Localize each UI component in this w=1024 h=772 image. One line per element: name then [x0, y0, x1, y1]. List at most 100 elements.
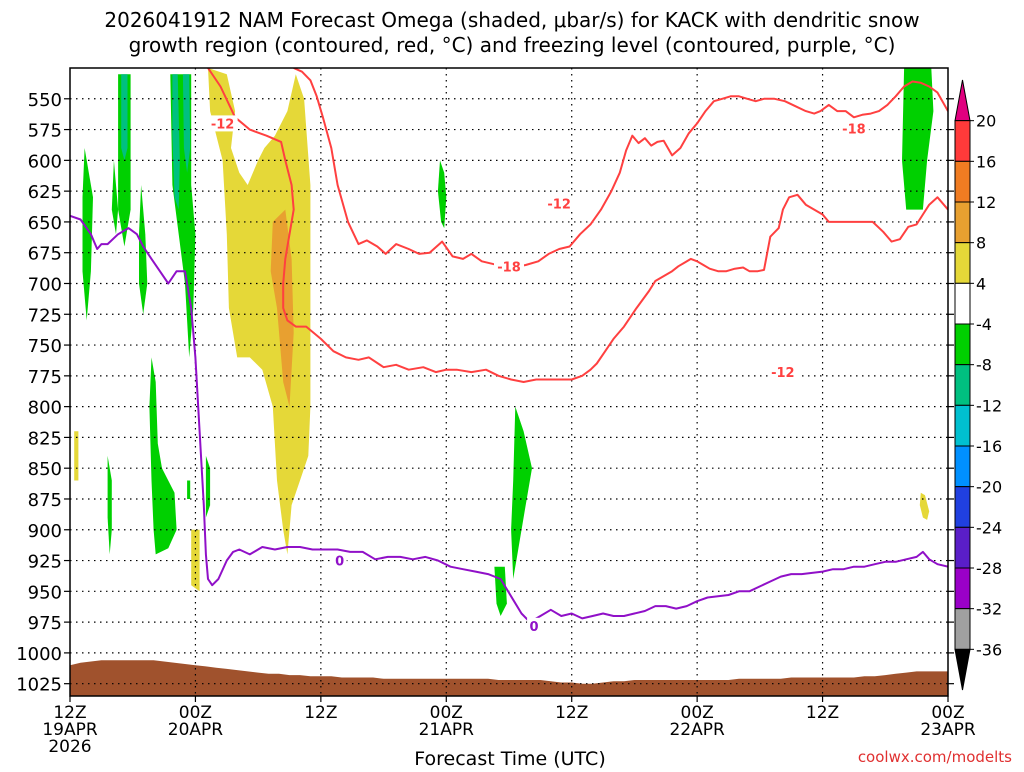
x-tick-hour-36: 00Z	[430, 703, 463, 723]
plot-area: -12 -12 -12 -18 -18 0 0 550 575 600 625 650 675 700 72…	[16, 67, 976, 757]
colorbar-label-3: 8	[976, 234, 986, 253]
x-tick-hour-60: 00Z	[681, 703, 714, 723]
chart-title-line-1: 2026041912 NAM Forecast Omega (shaded, μ…	[104, 8, 919, 32]
omega-shade-region-4	[139, 185, 148, 315]
colorbar-label-6: -8	[976, 356, 992, 375]
x-tick-hour-72: 12Z	[806, 703, 839, 723]
colorbar-band-5	[954, 282, 971, 325]
y-tick-label-1025: 1025	[16, 675, 62, 696]
contour-label-0-0: -12	[211, 117, 235, 132]
y-tick-label-875: 875	[28, 490, 62, 511]
omega-shade-region-2	[82, 148, 93, 321]
colorbar-label-7: -12	[976, 396, 1002, 415]
omega-shade-region-6	[172, 74, 180, 210]
colorbar-band-2	[954, 160, 971, 203]
colorbar-band-12	[954, 567, 971, 610]
omega-shade-region-8	[149, 357, 177, 555]
colorbar-band-10	[954, 486, 971, 528]
y-tick-label-975: 975	[28, 613, 62, 634]
colorbar-band-9	[954, 445, 971, 488]
y-tick-label-950: 950	[28, 582, 62, 603]
colorbar-band-3	[954, 201, 971, 244]
y-tick-label-925: 925	[28, 552, 62, 573]
chart-title-line-2: growth region (contoured, red, °C) and f…	[129, 33, 896, 57]
y-tick-label-550: 550	[28, 90, 62, 111]
y-tick-label-625: 625	[28, 182, 62, 203]
contour-label-bg-1-1	[838, 120, 869, 137]
x-tick-hour-12: 00Z	[179, 703, 212, 723]
x-tick-hour-0: 12Z	[53, 703, 86, 723]
omega-shade-region-3	[111, 160, 119, 235]
omega-shade-region-15	[902, 68, 934, 210]
ground-terrain	[70, 660, 948, 696]
y-tick-label-750: 750	[28, 336, 62, 357]
colorbar-band-11	[954, 526, 971, 569]
contour-label-1-1: -18	[842, 122, 866, 137]
contour-label-bg-0-1	[767, 364, 798, 381]
colorbar-band-1	[954, 120, 971, 162]
contour-line-1	[293, 68, 948, 269]
x-axis-label: Forecast Time (UTC)	[414, 748, 605, 768]
colorbar-band-6	[954, 323, 971, 366]
y-tick-label-900: 900	[28, 521, 62, 542]
colorbar-label-10: -24	[976, 518, 1002, 537]
y-tick-label-650: 650	[28, 213, 62, 234]
y-tick-label-800: 800	[28, 398, 62, 419]
colorbar: 20 16 12 8 4 -4 -8 -12 -16 -20 -24 -28 -32 -36	[954, 79, 1002, 691]
credit-text: coolwx.com/modelts	[858, 748, 1012, 766]
omega-shade-region-20	[919, 492, 930, 520]
y-tick-label-775: 775	[28, 367, 62, 388]
x-tick-hour-24: 12Z	[304, 703, 337, 723]
colorbar-label-4: 4	[976, 274, 986, 293]
contour-label-bg-0-0	[207, 115, 238, 132]
plot-contents: -12 -12 -12 -18 -18 0 0	[70, 68, 948, 696]
colorbar-band-7	[954, 364, 971, 406]
plot-frame	[69, 67, 949, 697]
omega-shade-region-14	[494, 566, 507, 616]
x-tick-year-0: 2026	[48, 737, 91, 757]
contour-label-bg-2-1	[527, 617, 542, 634]
omega-shade-region-18	[74, 431, 79, 481]
colorbar-label-13: -36	[976, 640, 1002, 659]
contour-line-2	[70, 214, 948, 624]
colorbar-band-13	[954, 608, 971, 650]
colorbar-band-bottom	[954, 648, 971, 691]
contour-label-2-0: 0	[335, 555, 344, 570]
colorbar-label-11: -28	[976, 559, 1002, 578]
colorbar-band-4	[954, 242, 971, 284]
colorbar-label-2: 12	[976, 193, 996, 212]
y-tick-label-850: 850	[28, 459, 62, 480]
contour-label-2-1: 0	[530, 620, 539, 635]
contour-label-bg-0-2	[544, 195, 575, 212]
contour-label-bg-1-0	[494, 258, 524, 275]
omega-shade-region-9	[107, 455, 112, 555]
y-tick-label-725: 725	[28, 305, 62, 326]
omega-shade-region-12	[437, 160, 447, 229]
x-tick-date-60: 22APR	[669, 720, 725, 740]
contour-label-1-0: -18	[497, 260, 521, 275]
omega-shade-region-16	[208, 68, 311, 555]
x-tick-date-12: 20APR	[168, 720, 224, 740]
colorbar-label-8: -16	[976, 437, 1002, 456]
y-tick-label-600: 600	[28, 151, 62, 172]
y-tick-label-825: 825	[28, 428, 62, 449]
colorbar-label-9: -20	[976, 478, 1002, 497]
omega-shade-region-10	[205, 455, 211, 518]
contour-label-bg-2-0	[332, 552, 347, 569]
y-tick-label-700: 700	[28, 274, 62, 295]
omega-shade-region-11	[187, 480, 191, 499]
colorbar-label-12: -32	[976, 600, 1002, 619]
y-tick-label-675: 675	[28, 244, 62, 265]
y-tick-label-575: 575	[28, 121, 62, 142]
contour-label-0-2: -12	[547, 197, 571, 212]
x-tick-hour-84: 00Z	[931, 703, 964, 723]
colorbar-label-5: -4	[976, 315, 992, 334]
x-tick-date-84: 23APR	[920, 720, 976, 740]
colorbar-label-0: 20	[976, 112, 996, 131]
x-tick-hour-48: 12Z	[555, 703, 588, 723]
colorbar-band-top	[954, 79, 971, 122]
colorbar-band-8	[954, 404, 971, 447]
omega-shade-region-13	[511, 406, 532, 579]
